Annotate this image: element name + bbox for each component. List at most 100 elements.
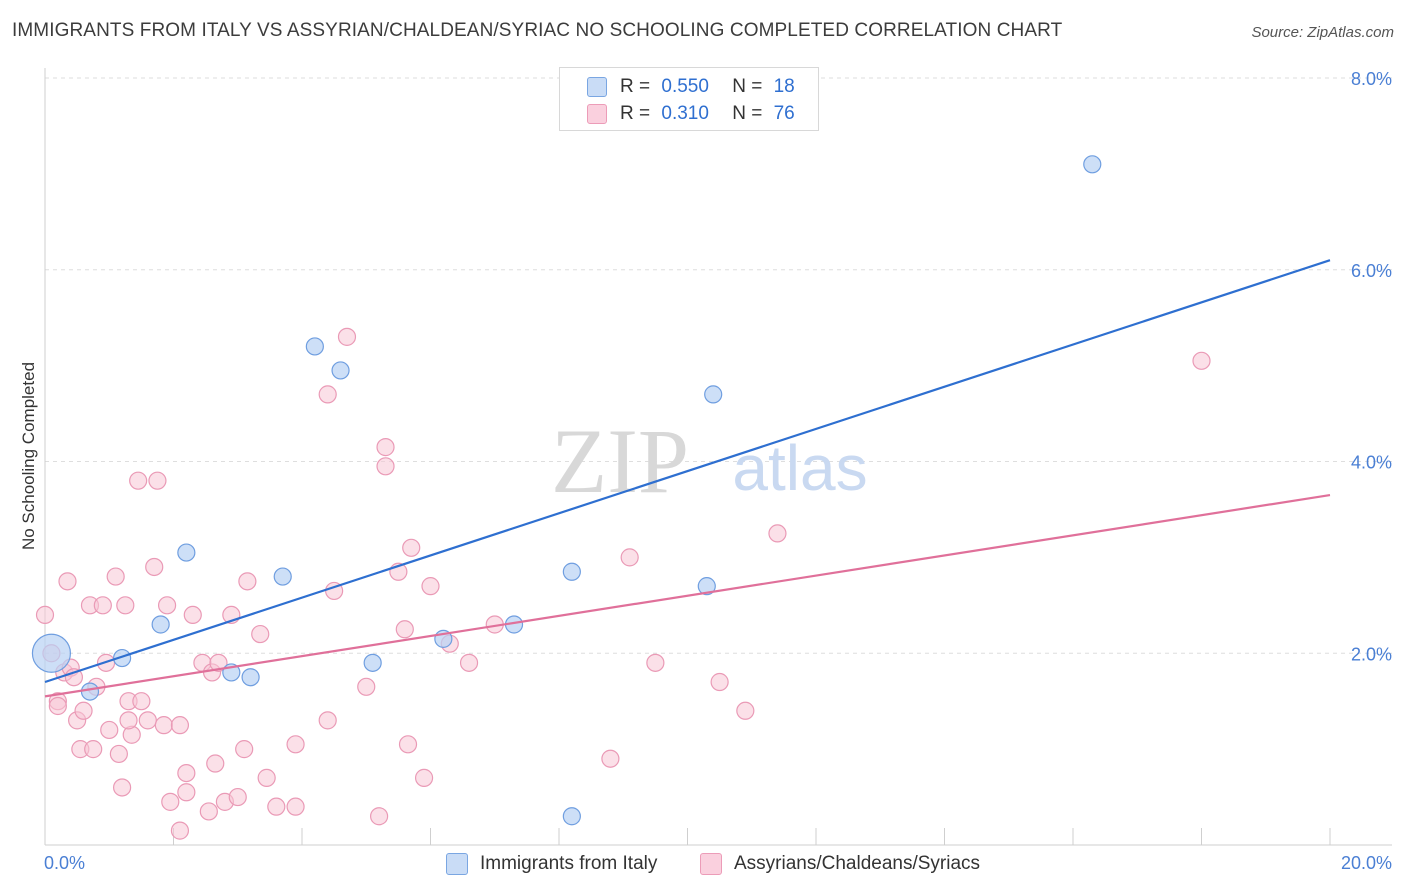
point-italy-8 (305, 337, 324, 356)
chart-title: IMMIGRANTS FROM ITALY VS ASSYRIAN/CHALDE… (12, 20, 1063, 41)
y-axis-label: No Schooling Completed (19, 362, 38, 550)
legend-n-label: N = (732, 103, 763, 124)
point-assyrian-60 (402, 538, 421, 557)
point-assyrian-29 (161, 792, 180, 811)
point-assyrian-36 (199, 802, 218, 821)
point-assyrian-47 (286, 797, 305, 816)
legend-swatch-italy (587, 77, 607, 97)
legend-r-label: R = (620, 103, 651, 124)
point-assyrian-59 (398, 735, 418, 754)
point-italy-9 (331, 361, 350, 380)
y-tick-label-1: 4.0% (1351, 453, 1392, 473)
bottom-legend-swatch-italy (446, 853, 468, 875)
point-assyrian-22 (129, 471, 148, 490)
point-italy-6 (241, 668, 260, 687)
y-tick-label-3: 8.0% (1351, 69, 1392, 89)
point-assyrian-56 (376, 457, 395, 476)
legend: R = 0.550 N = 18 R = 0.310 N = 76 (559, 67, 819, 131)
legend-r-italy: 0.550 (661, 76, 709, 97)
y-tick-label-0: 2.0% (1351, 644, 1392, 664)
bottom-legend-label-italy: Immigrants from Italy (480, 853, 658, 874)
point-assyrian-72 (1192, 351, 1211, 370)
point-assyrian-69 (710, 672, 729, 692)
trend-line-assyrian (44, 493, 1331, 698)
point-assyrian-9 (74, 701, 93, 720)
legend-n-label: N = (732, 76, 763, 97)
point-assyrian-52 (337, 327, 357, 346)
point-italy-15 (697, 577, 716, 596)
gridlines (45, 77, 1392, 654)
point-assyrian-48 (286, 735, 305, 754)
bottom-legend-italy: Immigrants from Italy (446, 851, 657, 877)
point-assyrian-16 (106, 567, 125, 586)
watermark-zip: ZIP (551, 410, 689, 512)
point-assyrian-4 (58, 572, 77, 591)
legend-n-assyrian: 76 (773, 103, 795, 124)
point-assyrian-49 (318, 385, 337, 404)
point-assyrian-54 (370, 807, 389, 826)
point-assyrian-31 (170, 716, 190, 735)
point-assyrian-73 (119, 711, 138, 730)
bottom-legend-label-assyrian: Assyrians/Chaldeans/Syriacs (734, 853, 981, 874)
point-italy-14 (704, 385, 723, 404)
point-assyrian-28 (157, 596, 177, 615)
tick-labels: 2.0% 4.0% 6.0% 8.0% 0.0% 20.0% (44, 69, 1392, 873)
point-assyrian-43 (238, 572, 257, 591)
point-assyrian-25 (145, 557, 164, 577)
point-italy-1 (80, 682, 100, 701)
point-assyrian-45 (257, 768, 276, 787)
point-assyrian-26 (148, 471, 167, 490)
point-italy-2 (112, 648, 132, 668)
point-italy-7 (273, 567, 292, 586)
point-assyrian-55 (376, 438, 395, 457)
series-assyrian-points (35, 327, 1211, 840)
point-assyrian-19 (116, 596, 135, 615)
point-assyrian-74 (48, 696, 67, 716)
point-assyrian-58 (395, 620, 414, 639)
point-italy-3 (151, 615, 170, 634)
point-assyrian-46 (267, 797, 286, 816)
point-assyrian-0 (35, 605, 55, 625)
point-assyrian-38 (206, 754, 225, 773)
bottom-legend-swatch-assyrian (700, 853, 722, 875)
axes (44, 68, 1392, 846)
point-italy-4 (177, 543, 196, 562)
point-assyrian-30 (170, 821, 190, 840)
point-assyrian-23 (132, 692, 151, 711)
x-tick-label-1: 20.0% (1341, 853, 1392, 873)
legend-swatch-assyrian (587, 104, 607, 124)
trend-line-italy (44, 259, 1331, 684)
point-assyrian-42 (235, 740, 254, 759)
legend-n-italy: 18 (773, 76, 795, 97)
point-assyrian-33 (177, 783, 196, 802)
point-assyrian-27 (154, 716, 173, 735)
y-tick-label-2: 6.0% (1351, 261, 1392, 281)
point-assyrian-71 (768, 524, 787, 543)
point-assyrian-11 (84, 740, 103, 759)
point-assyrian-61 (414, 768, 434, 787)
point-assyrian-67 (620, 548, 639, 567)
series-italy-points (31, 155, 1102, 826)
point-assyrian-17 (109, 744, 128, 764)
point-assyrian-70 (736, 701, 755, 720)
watermark-atlas: atlas (732, 432, 867, 504)
point-italy-10 (363, 653, 382, 672)
point-assyrian-13 (93, 596, 112, 615)
trend-lines (44, 259, 1331, 698)
point-assyrian-50 (318, 711, 337, 730)
point-assyrian-62 (421, 577, 440, 596)
bottom-legend-assyrian: Assyrians/Chaldeans/Syriacs (700, 851, 980, 877)
point-italy-16 (1083, 155, 1102, 174)
point-italy-13 (562, 562, 581, 581)
point-assyrian-75 (228, 787, 247, 807)
chart-source: Source: ZipAtlas.com (1251, 24, 1394, 41)
point-italy-0 (31, 633, 72, 673)
point-assyrian-64 (459, 653, 479, 672)
point-assyrian-24 (138, 711, 157, 730)
point-assyrian-39 (209, 653, 228, 672)
legend-r-assyrian: 0.310 (661, 103, 709, 124)
point-assyrian-15 (100, 720, 119, 740)
point-italy-17 (562, 807, 581, 826)
point-assyrian-34 (183, 605, 202, 625)
point-assyrian-32 (177, 763, 196, 783)
